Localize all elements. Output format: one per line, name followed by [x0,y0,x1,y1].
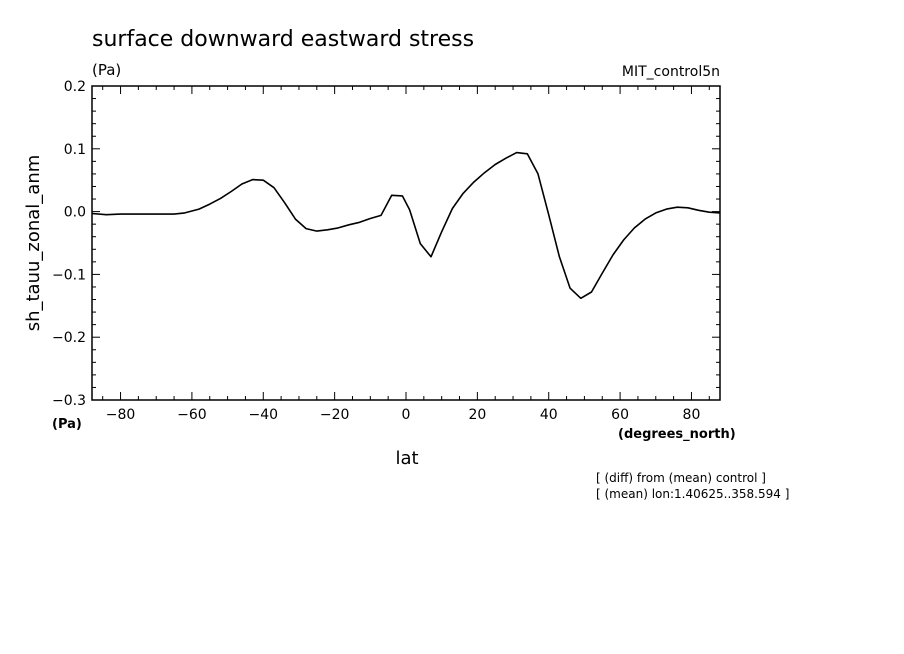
x-axis-ticks [102,86,710,400]
x-axis-units: (degrees_north) [618,427,736,442]
y-tick-label: −0.2 [52,330,86,346]
x-tick-label: 60 [611,407,629,423]
plot-border [91,85,721,401]
x-tick-label: 0 [402,407,411,423]
y-axis-units: (Pa) [52,417,82,432]
x-tick-label: 40 [540,407,558,423]
dataset-label: MIT_control5n [622,64,720,80]
x-tick-label: −40 [248,407,278,423]
x-tick-label: −60 [177,407,207,423]
y-tick-label: 0.0 [64,205,86,221]
title-units: (Pa) [92,61,121,79]
x-tick-label: −80 [106,407,136,423]
x-axis-tick-labels: −80 −60 −40 −20 0 20 40 60 80 [106,407,701,423]
x-tick-label: −20 [320,407,350,423]
plot-frame [91,85,721,401]
x-axis-label: lat [395,448,418,469]
note-diff: [ (diff) from (mean) control ] [596,471,766,485]
series-line [91,151,721,300]
y-tick-label: −0.3 [52,393,86,409]
chart-title: surface downward eastward stress [92,27,474,52]
y-tick-label: 0.2 [64,79,86,95]
y-axis-ticks [92,85,720,401]
series-group [91,151,721,300]
x-tick-label: 20 [468,407,486,423]
y-axis-tick-labels: −0.3 −0.2 −0.1 0.0 0.1 0.2 [52,79,86,409]
y-tick-label: 0.1 [64,142,86,158]
note-mean: [ (mean) lon:1.40625..358.594 ] [596,487,789,501]
x-tick-label: 80 [683,407,701,423]
y-tick-label: −0.1 [52,267,86,283]
y-axis-label: sh_tauu_zonal_anm [23,155,44,332]
